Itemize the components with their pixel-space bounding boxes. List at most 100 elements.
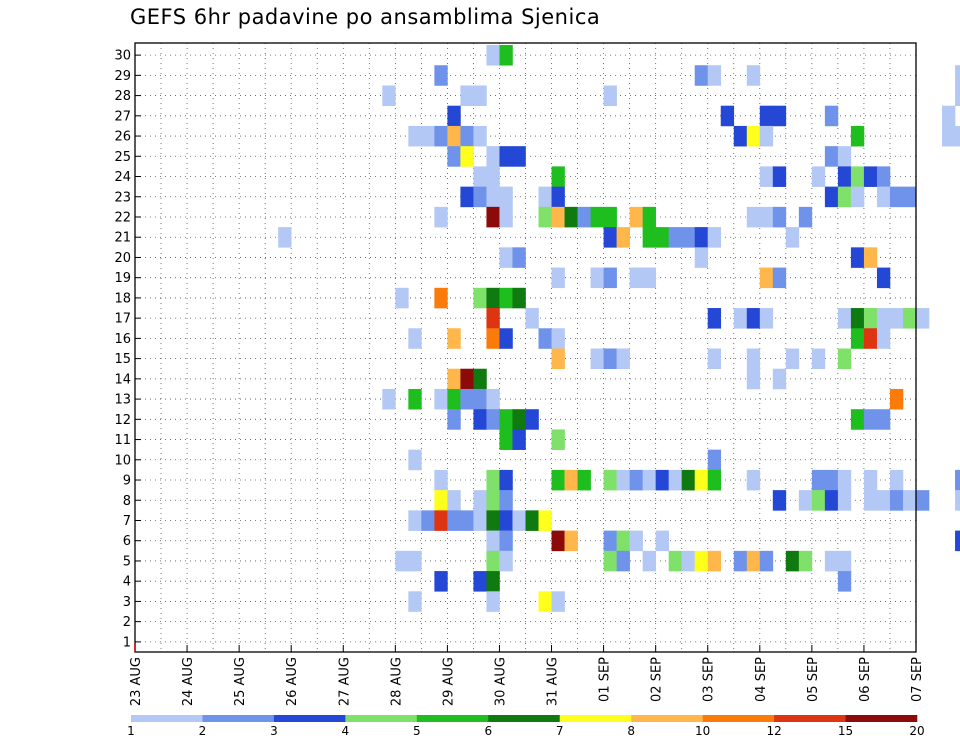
chart-title: GEFS 6hr padavine po ansamblima Sjenica (130, 5, 601, 29)
heatmap-cell (551, 328, 565, 349)
heatmap-cell (850, 328, 865, 349)
y-tick-label: 8 (123, 494, 131, 509)
heatmap-cell (499, 186, 513, 208)
heatmap-cell (486, 571, 500, 592)
heatmap-cell (681, 550, 696, 572)
heatmap-cell (577, 469, 591, 491)
heatmap-cell (473, 85, 487, 106)
heatmap-cell (551, 166, 565, 187)
heatmap-cell (837, 571, 852, 592)
heatmap-cell (564, 206, 578, 228)
x-tick-label: 02 SEP (650, 657, 665, 702)
y-tick-label: 14 (114, 372, 131, 387)
heatmap-cell (460, 85, 474, 106)
heatmap-cell (837, 550, 852, 572)
heatmap-cell (746, 550, 761, 572)
heatmap-cell (447, 125, 461, 147)
heatmap-cell (955, 530, 960, 552)
heatmap-cell (811, 348, 826, 370)
heatmap-cell (694, 227, 709, 248)
heatmap-cell (499, 550, 513, 572)
heatmap-cell (863, 469, 878, 491)
heatmap-cell (551, 530, 565, 552)
x-tick-label: 04 SEP (754, 657, 769, 702)
colorbar-swatch (131, 715, 203, 722)
heatmap-cell (499, 206, 513, 228)
heatmap-cell (603, 530, 617, 552)
heatmap-cell (382, 85, 396, 106)
heatmap-cell (408, 591, 422, 612)
heatmap-cell (486, 388, 500, 410)
heatmap-cell (486, 308, 500, 329)
colorbar-swatch (273, 715, 346, 722)
heatmap-cell (811, 490, 826, 511)
heatmap-cell (551, 591, 565, 612)
colorbar-label: 4 (342, 724, 350, 738)
heatmap-cell (460, 368, 474, 390)
heatmap-cell (733, 550, 748, 572)
heatmap-cell (616, 550, 630, 572)
y-tick-label: 16 (114, 332, 131, 347)
heatmap-cell (460, 146, 474, 167)
heatmap-cell (876, 267, 891, 289)
heatmap-cell (707, 308, 722, 329)
heatmap-cell (955, 469, 960, 491)
heatmap-cell (811, 166, 826, 187)
heatmap-cell (837, 146, 852, 167)
heatmap-cell (668, 550, 682, 572)
heatmap-cell (447, 388, 461, 410)
heatmap-cell (434, 206, 448, 228)
heatmap-cell (499, 429, 513, 450)
heatmap-cell (863, 166, 878, 187)
heatmap-cell (694, 550, 709, 572)
heatmap-cell (889, 388, 904, 410)
y-tick-label: 27 (114, 109, 131, 124)
y-tick-label: 28 (114, 89, 131, 104)
x-tick-label: 01 SEP (598, 657, 613, 702)
x-tick-label: 03 SEP (702, 657, 717, 702)
y-tick-label: 4 (123, 575, 131, 590)
heatmap-cell (434, 510, 448, 531)
heatmap-cell (473, 571, 487, 592)
heatmap-cell (499, 146, 513, 167)
heatmap-cell (681, 469, 696, 491)
heatmap-cell (538, 186, 552, 208)
heatmap-cell (863, 328, 878, 349)
colorbar-label: 5 (413, 724, 421, 738)
heatmap-cell (746, 206, 761, 228)
heatmap-cell (785, 348, 800, 370)
heatmap-cell (616, 469, 630, 491)
heatmap-cell (538, 510, 552, 531)
heatmap-cell (824, 550, 839, 572)
y-tick-label: 13 (114, 393, 131, 408)
heatmap-cell (876, 490, 891, 511)
heatmap-cell (668, 227, 682, 248)
heatmap-cell (850, 186, 865, 208)
heatmap-cell (772, 267, 787, 289)
heatmap-cell (955, 65, 960, 86)
heatmap-cell (499, 409, 513, 430)
heatmap-cell (837, 308, 852, 329)
heatmap-cell (824, 146, 839, 167)
heatmap-cell (447, 409, 461, 430)
heatmap-cell (772, 490, 787, 511)
heatmap-cell (499, 45, 513, 66)
colorbar-label: 7 (556, 724, 564, 738)
heatmap-cell (473, 490, 487, 511)
heatmap-cell (460, 125, 474, 147)
x-tick-label: 30 AUG (493, 657, 508, 706)
heatmap-cell (460, 510, 474, 531)
heatmap-cell (603, 206, 617, 228)
heatmap-cell (551, 469, 565, 491)
heatmap-cell (837, 348, 852, 370)
heatmap-cell (876, 166, 891, 187)
heatmap-cell (473, 166, 487, 187)
heatmap-cell (499, 247, 513, 268)
colorbar-label: 12 (766, 724, 781, 738)
y-tick-label: 26 (114, 130, 131, 145)
heatmap-cell (447, 490, 461, 511)
heatmap-cell (707, 449, 722, 471)
heatmap-cell (837, 186, 852, 208)
colorbar-swatch (702, 715, 775, 722)
heatmap-cell (772, 368, 787, 390)
